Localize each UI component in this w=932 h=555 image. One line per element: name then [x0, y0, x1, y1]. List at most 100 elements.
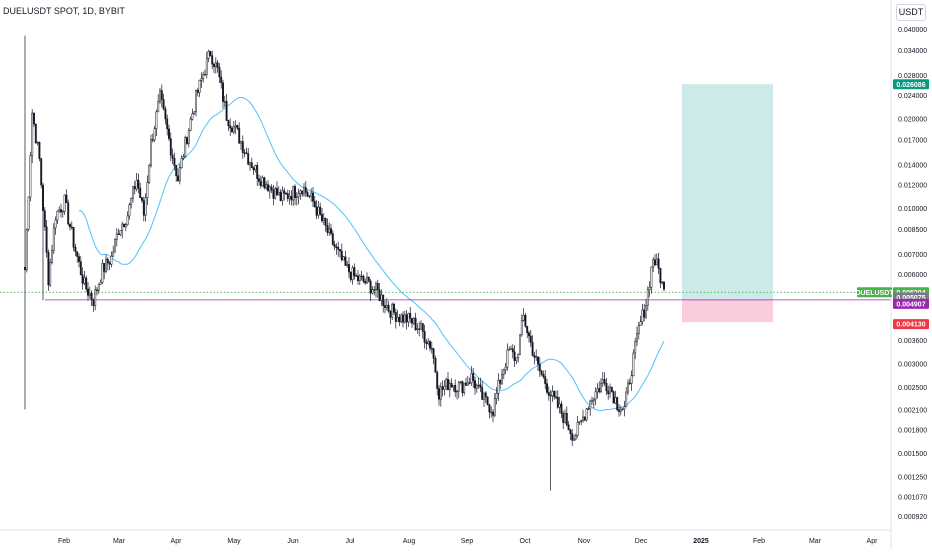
- candle-body: [578, 420, 581, 423]
- candle-body: [488, 404, 491, 413]
- candle-body: [418, 328, 421, 330]
- candle-body: [659, 267, 662, 284]
- candle-body: [137, 179, 140, 189]
- time-tick-label: Apr: [867, 538, 879, 545]
- candle-body: [169, 138, 172, 156]
- candle-body: [409, 313, 412, 319]
- candle-body: [319, 206, 322, 215]
- candle-body: [286, 193, 289, 199]
- candle-body: [493, 398, 496, 416]
- price-tick-label: 0.010000: [898, 206, 927, 213]
- candle-body: [211, 55, 214, 65]
- candle-body: [648, 286, 651, 290]
- candle-body: [637, 325, 640, 335]
- time-tick-label: Dec: [635, 538, 648, 545]
- candle-body: [465, 382, 467, 386]
- chart-title: DUELUSDT SPOT, 1D, BYBIT: [3, 6, 125, 16]
- candle-body: [178, 167, 181, 182]
- price-tick-label: 0.002500: [898, 385, 927, 392]
- candle-body: [376, 283, 379, 291]
- candle-body: [268, 186, 271, 192]
- candle-body: [643, 309, 646, 318]
- price-badge: 0.004130: [893, 319, 929, 330]
- candles: [24, 35, 665, 491]
- candle-body: [582, 416, 584, 421]
- candle-body: [87, 288, 89, 296]
- long-position-tool[interactable]: [682, 84, 773, 323]
- time-tick-label: Oct: [520, 538, 531, 545]
- candle-body: [153, 128, 156, 141]
- candle-body: [281, 190, 284, 201]
- candle-body: [157, 101, 160, 113]
- candle-body: [259, 181, 262, 187]
- candle-body: [130, 197, 133, 205]
- candle-body: [553, 391, 556, 398]
- candle-body: [468, 382, 471, 384]
- candle-body: [117, 233, 120, 235]
- candle-body: [634, 340, 637, 354]
- candle-body: [630, 375, 633, 384]
- candle-body: [600, 382, 602, 392]
- candle-body: [292, 186, 295, 201]
- unit-button[interactable]: USDT: [896, 4, 926, 21]
- candle-body: [535, 356, 538, 358]
- candle-body: [114, 239, 116, 253]
- candle-body: [119, 230, 122, 235]
- candle-body: [567, 424, 570, 431]
- candle-body: [101, 262, 104, 283]
- time-tick-label: Aug: [403, 538, 416, 545]
- candle-body: [342, 256, 345, 261]
- candle-body: [601, 379, 604, 384]
- candle-body: [502, 369, 505, 375]
- candle-body: [569, 429, 572, 434]
- time-tick-label: Jun: [287, 538, 298, 545]
- price-tick-label: 0.002100: [898, 407, 927, 414]
- candle-body: [333, 244, 336, 248]
- price-badge-label: 0.026086: [896, 82, 925, 89]
- candle-body: [650, 266, 653, 288]
- candle-body: [27, 196, 30, 230]
- candle-body: [663, 281, 665, 290]
- candle-body: [288, 196, 291, 199]
- candle-body: [490, 411, 493, 414]
- candle-body: [85, 277, 88, 290]
- candle-body: [403, 314, 406, 323]
- price-tick-label: 0.017000: [898, 137, 927, 144]
- candle-body: [639, 321, 642, 326]
- candle-body: [54, 219, 57, 229]
- candle-body: [616, 397, 619, 411]
- candle-body: [33, 112, 35, 125]
- candle-body: [526, 325, 529, 334]
- price-tick-label: 0.020000: [898, 116, 927, 123]
- price-tick-label: 0.006000: [898, 272, 927, 279]
- candle-body: [223, 101, 226, 103]
- candle-body: [461, 381, 464, 394]
- candle-body: [436, 372, 439, 389]
- price-axis[interactable]: 0.040000 0.034000 0.028000 0.024000 0.020000…: [898, 27, 927, 521]
- candle-body: [501, 374, 503, 384]
- candle-body: [389, 310, 392, 318]
- candle-body: [355, 275, 358, 277]
- candle-body: [533, 355, 536, 358]
- candle-body: [445, 379, 448, 387]
- candle-body: [483, 392, 485, 400]
- candle-body: [238, 128, 241, 144]
- candle-body: [24, 267, 26, 271]
- time-tick-label: Feb: [753, 538, 765, 545]
- time-axis[interactable]: Feb Mar Apr May Jun Jul Aug Sep Oct Nov Dec 2025 Feb…: [58, 538, 878, 545]
- candle-body: [625, 391, 628, 408]
- candle-body: [303, 187, 305, 195]
- candle-body: [479, 384, 482, 388]
- candle-body: [222, 82, 224, 102]
- candle-body: [607, 390, 610, 394]
- candle-body: [74, 246, 77, 252]
- candle-body: [78, 256, 80, 262]
- candle-body: [358, 275, 361, 281]
- candle-body: [132, 186, 134, 199]
- candle-body: [628, 382, 631, 384]
- candle-body: [245, 152, 248, 154]
- horizontal-lines[interactable]: [0, 291, 891, 301]
